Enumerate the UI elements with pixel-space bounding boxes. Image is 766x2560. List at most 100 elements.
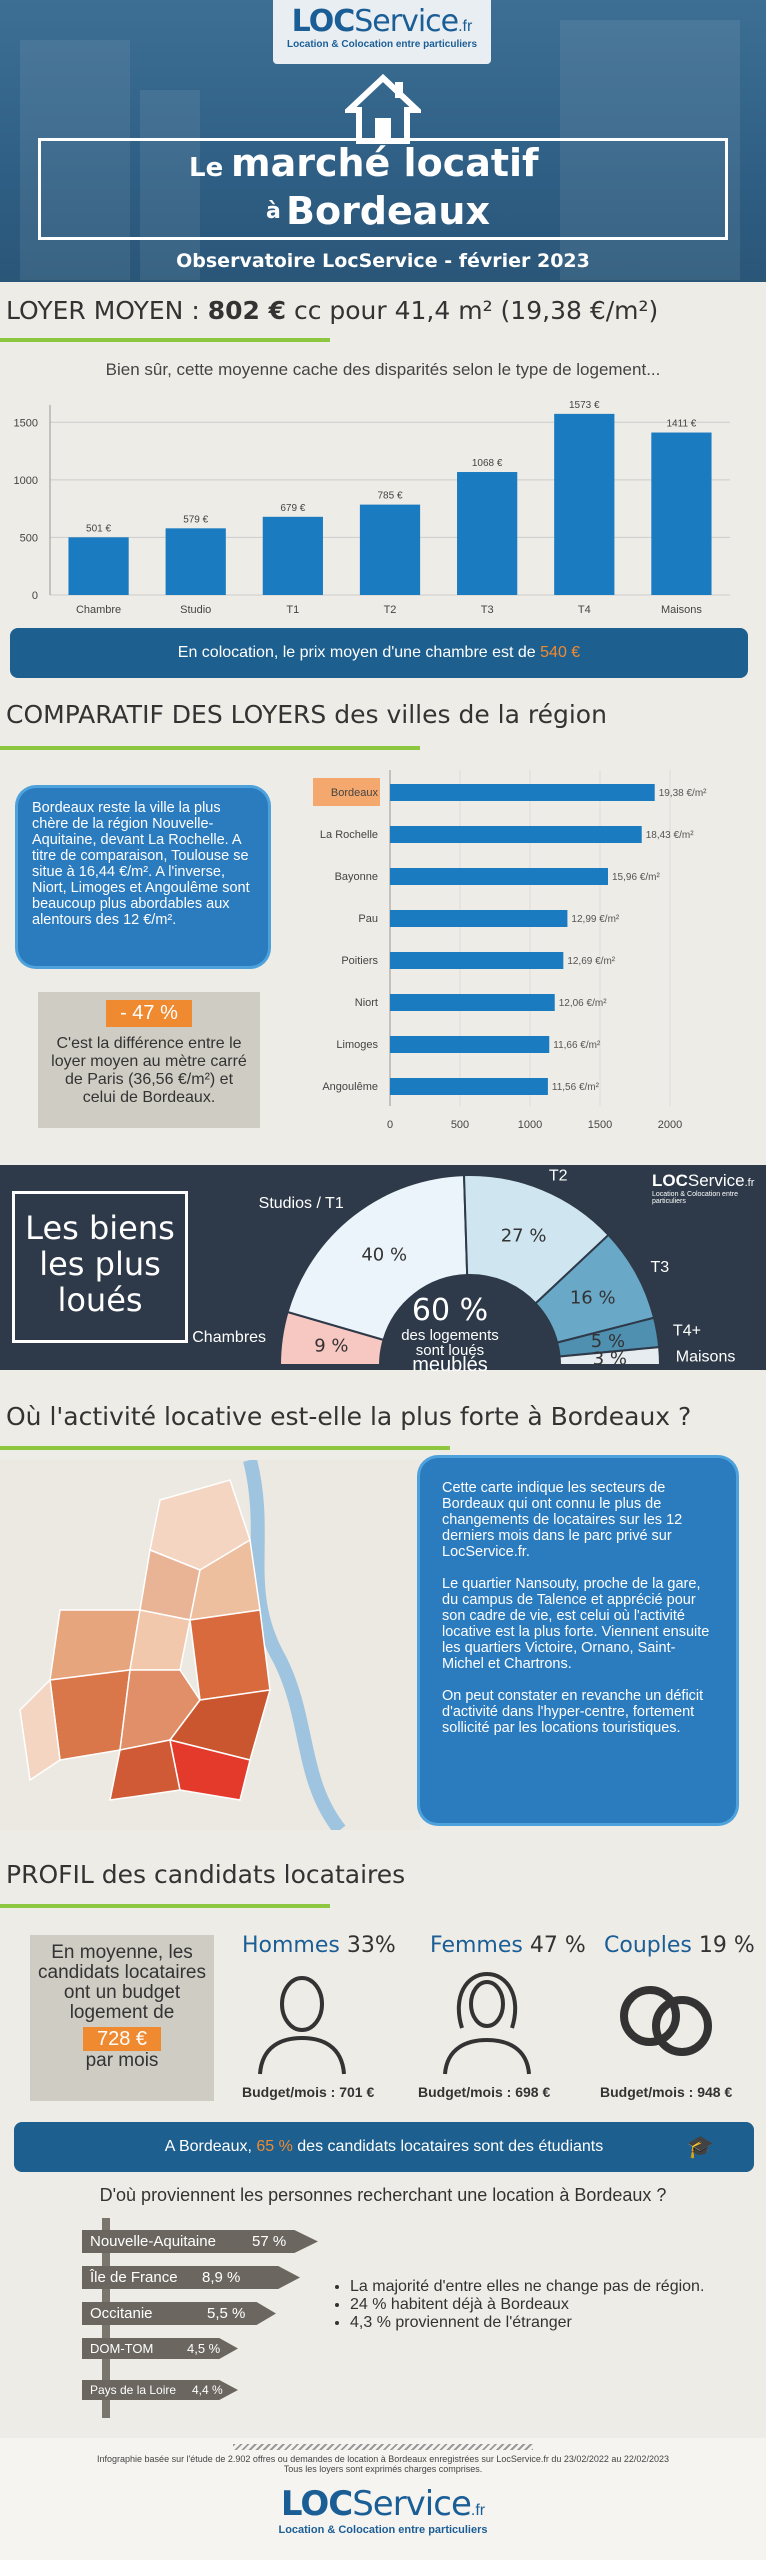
center-hole	[380, 1275, 560, 1365]
bar	[390, 1078, 548, 1095]
hero-banner: LOCService.fr Location & Colocation entr…	[0, 0, 766, 282]
y-tick-label: 1000	[14, 475, 38, 487]
y-tick-label: La Rochelle	[320, 829, 378, 841]
origine-bullets: La majorité d'entre elles ne change pas …	[350, 2278, 704, 2332]
couples-budget: Budget/mois : 948 €	[600, 2084, 733, 2100]
bar	[165, 528, 226, 595]
profil-heading: PROFIL des candidats locataires	[6, 1860, 406, 1889]
category-label: Studios / T1	[259, 1195, 344, 1212]
data-label: 15,96 €/m²	[612, 872, 660, 883]
data-label: 12,99 €/m²	[571, 914, 619, 925]
y-tick-label: Limoges	[336, 1039, 378, 1051]
paris-difference-box: - 47 % C'est la différence entre le loye…	[38, 992, 260, 1128]
bar	[390, 994, 555, 1011]
bar	[262, 516, 323, 595]
y-tick-label: Bordeaux	[331, 787, 379, 799]
bar	[359, 504, 421, 595]
man-icon	[258, 1976, 346, 2075]
couples-label: Couples 19 %	[604, 1933, 755, 1958]
comparatif-heading: COMPARATIF DES LOYERS des villes de la r…	[6, 700, 607, 729]
graduation-cap-icon: 🎓	[686, 2134, 714, 2159]
chart-loyer-type: 0 500 1000 1500 501 € Chambre 579 € Studio 679 €…	[14, 400, 730, 616]
x-tick-label: 0	[387, 1119, 393, 1131]
origine-title: D'où proviennent les personnes rechercha…	[99, 2185, 667, 2205]
data-label: 579 €	[183, 514, 208, 525]
data-label: 19,38 €/m²	[659, 788, 707, 799]
slice-label: 5 %	[591, 1331, 625, 1352]
category-label: T2	[549, 1168, 568, 1185]
bar	[68, 537, 129, 595]
logo-top[interactable]: LOCService.fr Location & Colocation entr…	[273, 0, 491, 64]
x-tick-label: 1000	[518, 1119, 542, 1131]
divider	[0, 1904, 330, 1908]
bar	[651, 432, 712, 595]
title-box: Le marché locatif à Bordeaux	[38, 138, 728, 240]
woman-icon	[443, 1971, 531, 2075]
activite-heading: Où l'activité locative est-elle la plus …	[6, 1402, 692, 1431]
data-label: 679 €	[280, 503, 305, 514]
y-tick-label: Angoulême	[322, 1081, 378, 1093]
category-label: Maisons	[676, 1348, 736, 1365]
logo-footer[interactable]: LOCService.fr Location & Colocation entr…	[278, 2484, 488, 2536]
bar	[390, 784, 655, 801]
budget-moyen-box: En moyenne, les candidats locataires ont…	[30, 1935, 214, 2101]
x-tick-label: 1500	[588, 1119, 612, 1131]
y-tick-label: Niort	[355, 997, 378, 1009]
sign-nouvelle-aquitaine: Nouvelle-Aquitaine 57 %	[82, 2230, 318, 2253]
data-label: 501 €	[86, 523, 111, 534]
loyer-intro: Bien sûr, cette moyenne cache des dispar…	[105, 360, 661, 379]
title-bordeaux: Bordeaux	[286, 189, 490, 233]
loyer-moyen-heading: LOYER MOYEN : 802 € cc pour 41,4 m² (19,…	[6, 296, 659, 325]
bar	[390, 868, 608, 885]
category-label: T3	[651, 1259, 670, 1276]
x-tick-label: Chambre	[76, 604, 121, 616]
biens-title: Les biens les plus loués	[12, 1191, 188, 1343]
y-tick-label: 1500	[14, 417, 38, 429]
chart-biens: 9 % Chambres 40 % Studios / T1 27 % T2 16 % T3 5…	[192, 1168, 736, 1370]
hommes-label: Hommes 33%	[242, 1933, 396, 1958]
x-tick-label: T1	[286, 604, 299, 616]
pct-badge: - 47 %	[106, 1000, 192, 1027]
category-label: T4+	[673, 1323, 701, 1340]
data-label: 12,69 €/m²	[567, 956, 615, 967]
data-label: 785 €	[377, 491, 402, 502]
sign-pays-de-la-loire: Pays de la Loire 4,4 %	[82, 2380, 238, 2400]
x-tick-label: 2000	[658, 1119, 682, 1131]
x-tick-label: 500	[451, 1119, 469, 1131]
sign-occitanie: Occitanie 5,5 %	[82, 2302, 276, 2325]
femmes-label: Femmes 47 %	[430, 1933, 586, 1958]
bar	[390, 952, 564, 969]
bar	[457, 472, 518, 595]
bar	[554, 413, 615, 595]
biens-section: Les biens les plus loués LOCService.fr L…	[0, 1165, 766, 1375]
comparatif-info-box: Bordeaux reste la ville la plus chère de…	[18, 788, 268, 966]
y-tick-label: 0	[32, 590, 38, 602]
data-label: 11,66 €/m²	[553, 1040, 601, 1051]
footer: Infographie basée sur l'étude de 2.902 o…	[0, 2438, 766, 2560]
sign-dom-tom: DOM-TOM 4,5 %	[82, 2338, 238, 2359]
divider	[0, 338, 330, 342]
meubles-center: 60 % des logements sont loués meublés	[401, 1293, 499, 1376]
data-label: 11,56 €/m²	[552, 1082, 600, 1093]
title-marche: marché locatif	[231, 141, 539, 185]
femmes-budget: Budget/mois : 698 €	[418, 2084, 551, 2100]
data-label: 1573 €	[569, 400, 600, 411]
x-tick-label: Studio	[180, 604, 211, 616]
x-tick-label: Maisons	[661, 604, 702, 616]
logo-dark[interactable]: LOCService.fr Location & Colocation entr…	[652, 1171, 755, 1205]
house-icon	[345, 74, 421, 144]
y-tick-label: Bayonne	[335, 871, 378, 883]
sign-ile-de-france: Île de France 8,9 %	[82, 2266, 300, 2289]
data-label: 1411 €	[667, 419, 697, 430]
colocation-banner: En colocation, le prix moyen d'une chamb…	[10, 628, 748, 678]
rings-icon	[620, 1986, 712, 2056]
hommes-budget: Budget/mois : 701 €	[242, 2084, 375, 2100]
bar	[390, 910, 568, 927]
chart-villes: 0 500 1000 1500 2000 Bordeaux 19,38 €/m² La Roc…	[313, 770, 707, 1131]
slice-label: 3 %	[593, 1348, 627, 1369]
y-tick-label: Pau	[358, 913, 378, 925]
x-tick-label: T3	[481, 604, 494, 616]
x-tick-label: T4	[578, 604, 591, 616]
etudiants-banner: A Bordeaux, 65 % des candidats locataire…	[14, 2122, 754, 2172]
map-bordeaux	[0, 1460, 420, 1830]
